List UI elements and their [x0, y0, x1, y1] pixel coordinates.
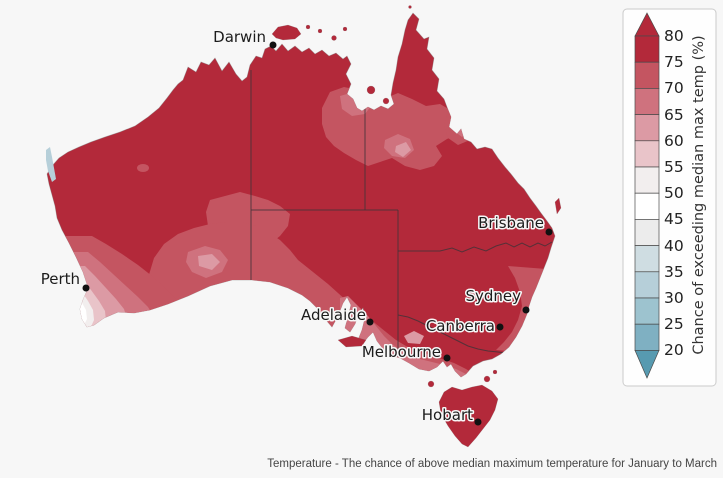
city-label-perth: Perth	[41, 270, 80, 288]
legend-tick: 60	[664, 132, 684, 150]
legend-tick: 45	[664, 210, 684, 228]
region-65pct-nullarbor	[198, 254, 220, 270]
flinders-island	[483, 375, 491, 383]
legend-tick: 25	[664, 315, 684, 333]
mornington-island	[382, 97, 390, 105]
city-marker-hobart	[474, 418, 482, 426]
city-marker-brisbane	[545, 228, 553, 236]
kangaroo-island	[337, 335, 367, 348]
legend-tick: 80	[664, 27, 684, 45]
legend-tick: 55	[664, 158, 684, 176]
city-marker-canberra	[496, 323, 504, 331]
region-65pct-melbourne-a	[404, 331, 424, 344]
city-marker-melbourne	[443, 354, 451, 362]
city-label-canberra: Canberra	[426, 317, 495, 335]
legend-tick: 75	[664, 53, 684, 71]
king-island	[427, 380, 435, 388]
islands	[46, 5, 562, 448]
city-marker-adelaide	[366, 318, 374, 326]
melville-island	[271, 24, 302, 41]
tasmania	[438, 384, 499, 448]
state-border-nsw-vic	[397, 314, 507, 354]
legend-tick: 30	[664, 289, 684, 307]
region-75pct-westcoast-spot	[137, 164, 149, 172]
legend-tick: 50	[664, 184, 684, 202]
legend: 80 75 70 65 60 55 50 45 40 35 30 25 20 C…	[622, 8, 717, 387]
legend-title: Chance of exceeding median max temp (%)	[691, 35, 707, 354]
shark-bay-strip	[46, 147, 56, 182]
legend-tick: 20	[664, 341, 684, 359]
groote-eylandt	[366, 85, 376, 95]
city-layer: Darwin Brisbane Perth Sydney Canberra Ad…	[39, 27, 553, 426]
city-label-adelaide: Adelaide	[301, 306, 366, 324]
region-65pct-melbourne-b	[428, 349, 441, 358]
fraser-island	[554, 197, 562, 215]
city-marker-perth	[82, 284, 90, 292]
legend-tick: 40	[664, 237, 684, 255]
map-caption: Temperature - The chance of above median…	[267, 458, 717, 470]
city-label-melbourne: Melbourne	[362, 343, 441, 361]
city-label-hobart: Hobart	[422, 406, 473, 424]
legend-arrow-bottom	[634, 350, 660, 379]
region-65pct-spot	[395, 142, 411, 157]
city-marker-sydney	[522, 306, 530, 314]
legend-tick: 35	[664, 263, 684, 281]
city-label-darwin: Darwin	[213, 28, 266, 46]
state-border-qld-nsw	[398, 241, 553, 253]
city-marker-darwin	[269, 41, 277, 49]
city-label-brisbane: Brisbane	[478, 214, 544, 232]
city-label-sydney: Sydney	[465, 287, 521, 305]
legend-tick: 65	[664, 106, 684, 124]
legend-tick: 70	[664, 79, 684, 97]
